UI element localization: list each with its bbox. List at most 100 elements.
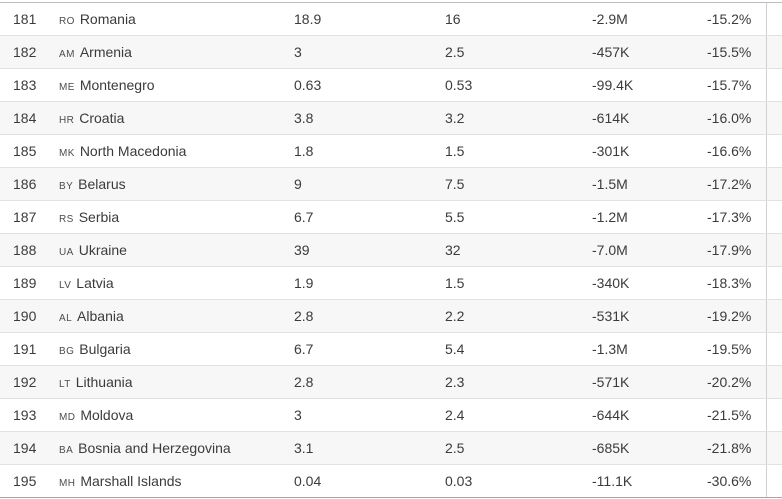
- country-code: MD: [59, 412, 76, 423]
- percent-cell: -18.3%: [707, 275, 752, 291]
- rank-cell: 187: [13, 209, 37, 225]
- table-row[interactable]: 192 LT Lithuania 2.8 2.3 -571K -20.2%: [0, 366, 782, 399]
- value2-cell: 2.3: [445, 374, 465, 390]
- change-cell: -301K: [592, 143, 630, 159]
- row-edge: [766, 267, 782, 299]
- percent-cell: -17.9%: [707, 242, 752, 258]
- country-code: LT: [59, 379, 71, 390]
- change-cell: -340K: [592, 275, 630, 291]
- change-cell: -99.4K: [592, 77, 634, 93]
- table-row[interactable]: 187 RS Serbia 6.7 5.5 -1.2M -17.3%: [0, 201, 782, 234]
- value2-cell: 32: [445, 242, 461, 258]
- country-cell: BG Bulgaria: [59, 333, 294, 365]
- value1-cell: 18.9: [294, 11, 322, 27]
- table-row[interactable]: 184 HR Croatia 3.8 3.2 -614K -16.0%: [0, 102, 782, 135]
- country-cell: RS Serbia: [59, 201, 294, 233]
- rank-cell: 185: [13, 143, 37, 159]
- country-cell: UA Ukraine: [59, 234, 294, 266]
- rank-cell: 191: [13, 341, 37, 357]
- country-name: Bosnia and Herzegovina: [78, 440, 231, 456]
- country-cell: MH Marshall Islands: [59, 465, 294, 497]
- value2-cell: 1.5: [445, 275, 465, 291]
- country-cell: BY Belarus: [59, 168, 294, 200]
- value2-cell: 2.2: [445, 308, 465, 324]
- rank-cell: 188: [13, 242, 37, 258]
- table-row[interactable]: 190 AL Albania 2.8 2.2 -531K -19.2%: [0, 300, 782, 333]
- rank-cell: 182: [13, 44, 37, 60]
- rank-cell: 195: [13, 473, 37, 489]
- row-edge: [766, 432, 782, 464]
- rank-cell: 193: [13, 407, 37, 423]
- country-code: UA: [59, 247, 74, 258]
- change-cell: -1.5M: [592, 176, 628, 192]
- value1-cell: 39: [294, 242, 310, 258]
- rank-cell: 184: [13, 110, 37, 126]
- rank-cell: 183: [13, 77, 37, 93]
- row-edge: [766, 135, 782, 167]
- rank-cell: 186: [13, 176, 37, 192]
- value1-cell: 9: [294, 176, 302, 192]
- value1-cell: 3: [294, 407, 302, 423]
- country-code: BA: [59, 445, 74, 456]
- country-name: Serbia: [78, 209, 120, 225]
- value2-cell: 0.03: [445, 473, 473, 489]
- country-cell: AL Albania: [59, 300, 294, 332]
- country-code: MK: [59, 148, 75, 159]
- value2-cell: 1.5: [445, 143, 465, 159]
- country-cell: RO Romania: [59, 3, 294, 35]
- country-code: RO: [59, 16, 75, 27]
- country-cell: LV Latvia: [59, 267, 294, 299]
- change-cell: -571K: [592, 374, 630, 390]
- table-row[interactable]: 191 BG Bulgaria 6.7 5.4 -1.3M -19.5%: [0, 333, 782, 366]
- country-name: Albania: [77, 308, 124, 324]
- row-edge: [766, 102, 782, 134]
- value2-cell: 5.5: [445, 209, 465, 225]
- table-row[interactable]: 188 UA Ukraine 39 32 -7.0M -17.9%: [0, 234, 782, 267]
- table-row[interactable]: 195 MH Marshall Islands 0.04 0.03 -11.1K…: [0, 465, 782, 498]
- value2-cell: 2.4: [445, 407, 465, 423]
- percent-cell: -15.7%: [707, 77, 752, 93]
- change-cell: -2.9M: [592, 11, 628, 27]
- table-row[interactable]: 189 LV Latvia 1.9 1.5 -340K -18.3%: [0, 267, 782, 300]
- value1-cell: 1.8: [294, 143, 314, 159]
- row-edge: [766, 333, 782, 365]
- table-row[interactable]: 185 MK North Macedonia 1.8 1.5 -301K -16…: [0, 135, 782, 168]
- table-row[interactable]: 194 BA Bosnia and Herzegovina 3.1 2.5 -6…: [0, 432, 782, 465]
- country-name: Croatia: [79, 110, 125, 126]
- country-cell: AM Armenia: [59, 36, 294, 68]
- country-code: RS: [59, 214, 74, 225]
- country-code: LV: [59, 280, 72, 291]
- value1-cell: 6.7: [294, 341, 314, 357]
- percent-cell: -16.6%: [707, 143, 752, 159]
- country-name: Bulgaria: [79, 341, 131, 357]
- table-row[interactable]: 186 BY Belarus 9 7.5 -1.5M -17.2%: [0, 168, 782, 201]
- table-row[interactable]: 181 RO Romania 18.9 16 -2.9M -15.2%: [0, 3, 782, 36]
- value1-cell: 0.04: [294, 473, 322, 489]
- country-name: Ukraine: [78, 242, 127, 258]
- change-cell: -685K: [592, 440, 630, 456]
- change-cell: -531K: [592, 308, 630, 324]
- percent-cell: -17.2%: [707, 176, 752, 192]
- table-row[interactable]: 193 MD Moldova 3 2.4 -644K -21.5%: [0, 399, 782, 432]
- value2-cell: 7.5: [445, 176, 465, 192]
- value2-cell: 5.4: [445, 341, 465, 357]
- percent-cell: -15.5%: [707, 44, 752, 60]
- percent-cell: -30.6%: [707, 473, 752, 489]
- percent-cell: -16.0%: [707, 110, 752, 126]
- percent-cell: -21.8%: [707, 440, 752, 456]
- country-name: Latvia: [76, 275, 114, 291]
- row-edge: [766, 300, 782, 332]
- value1-cell: 0.63: [294, 77, 322, 93]
- row-edge: [766, 69, 782, 101]
- value1-cell: 2.8: [294, 374, 314, 390]
- country-cell: ME Montenegro: [59, 69, 294, 101]
- country-name: Belarus: [78, 176, 126, 192]
- table-row[interactable]: 183 ME Montenegro 0.63 0.53 -99.4K -15.7…: [0, 69, 782, 102]
- row-edge: [766, 168, 782, 200]
- value2-cell: 0.53: [445, 77, 473, 93]
- table-row[interactable]: 182 AM Armenia 3 2.5 -457K -15.5%: [0, 36, 782, 69]
- change-cell: -457K: [592, 44, 630, 60]
- row-edge: [766, 465, 782, 497]
